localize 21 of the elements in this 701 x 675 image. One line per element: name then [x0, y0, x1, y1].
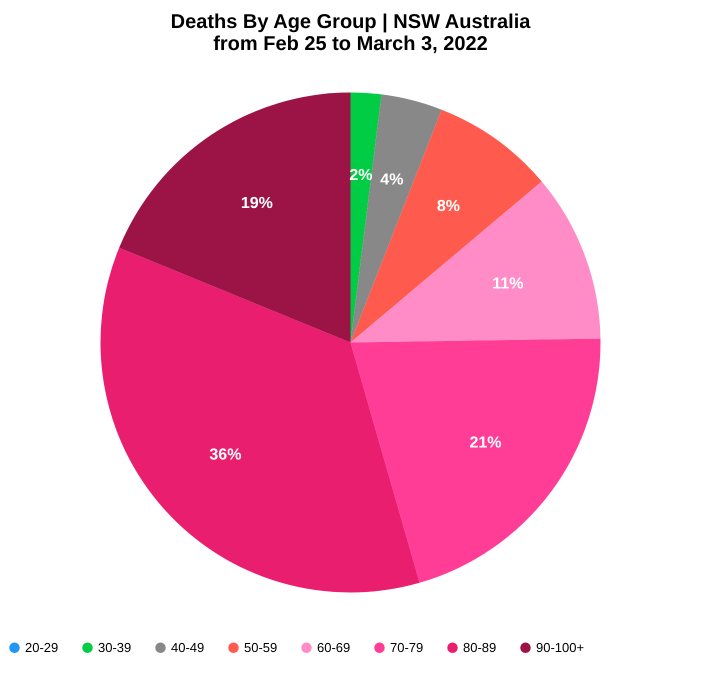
legend-label: 40-49 [171, 640, 204, 655]
legend-label: 30-39 [98, 640, 132, 655]
chart-subtitle: from Feb 25 to March 3, 2022 [213, 33, 488, 55]
pie-slice [350, 110, 542, 342]
data-label: 36% [209, 446, 242, 464]
data-label: 8% [436, 198, 460, 215]
legend-label: 20-29 [25, 640, 58, 655]
data-label: 4% [380, 172, 404, 189]
data-label: 11% [492, 276, 524, 293]
legend-label: 90-100+ [536, 640, 584, 655]
legend-label: 80-89 [463, 640, 496, 655]
legend-label: 60-69 [317, 640, 350, 655]
pie-slice [350, 92, 382, 342]
legend-label: 70-79 [390, 640, 424, 655]
data-label: 19% [240, 194, 273, 212]
pie-slice [119, 92, 350, 342]
legend-label: 50-59 [244, 640, 278, 655]
data-label: 21% [469, 434, 502, 452]
pie-slice [350, 338, 600, 583]
pie-slice [100, 248, 420, 592]
chart-title: Deaths By Age Group | NSW Australia [170, 11, 532, 33]
